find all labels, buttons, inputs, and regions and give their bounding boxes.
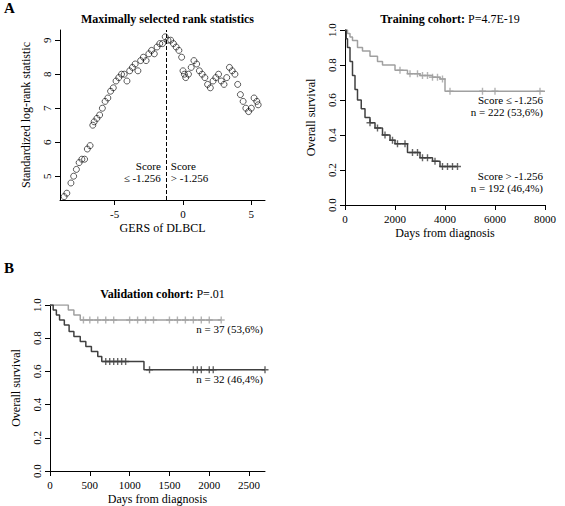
svg-text:0.2: 0.2 xyxy=(326,163,338,177)
svg-text:0.6: 0.6 xyxy=(326,93,338,107)
svg-text:8000: 8000 xyxy=(534,213,557,225)
svg-text:> -1.256: > -1.256 xyxy=(171,172,209,184)
svg-text:P=4.7E-19: P=4.7E-19 xyxy=(465,12,520,26)
svg-text:Score ≤ -1.256: Score ≤ -1.256 xyxy=(478,94,543,106)
svg-text:4000: 4000 xyxy=(434,213,457,225)
svg-text:0: 0 xyxy=(180,208,186,220)
svg-text:n = 32 (46,4%): n = 32 (46,4%) xyxy=(196,373,263,386)
svg-text:5: 5 xyxy=(41,173,53,179)
svg-text:A: A xyxy=(4,0,15,16)
svg-text:1.0: 1.0 xyxy=(31,298,43,312)
svg-text:Days from diagnosis: Days from diagnosis xyxy=(108,492,208,506)
svg-text:2500: 2500 xyxy=(238,479,261,491)
svg-text:1000: 1000 xyxy=(119,479,142,491)
svg-text:0.2: 0.2 xyxy=(31,431,43,445)
svg-text:Score > -1.256: Score > -1.256 xyxy=(478,170,544,182)
svg-text:0: 0 xyxy=(342,213,348,225)
svg-text:0.8: 0.8 xyxy=(31,331,43,345)
svg-text:0.4: 0.4 xyxy=(326,128,338,142)
svg-text:Overall survival: Overall survival xyxy=(9,349,23,427)
svg-text:B: B xyxy=(4,260,14,276)
svg-text:n = 192 (46,4%): n = 192 (46,4%) xyxy=(471,182,544,195)
svg-text:1.0: 1.0 xyxy=(326,23,338,37)
svg-text:Maximally selected rank statis: Maximally selected rank statistics xyxy=(81,12,254,26)
svg-text:0: 0 xyxy=(47,479,53,491)
svg-text:0.4: 0.4 xyxy=(31,397,43,411)
svg-text:6: 6 xyxy=(41,139,53,145)
svg-text:Training cohort:: Training cohort: xyxy=(380,12,465,26)
svg-text:≤ -1.256: ≤ -1.256 xyxy=(124,172,162,184)
svg-text:GERS of DLBCL: GERS of DLBCL xyxy=(119,221,205,235)
svg-text:Standardized log-rank statisti: Standardized log-rank statistic xyxy=(19,42,33,188)
svg-text:0.0: 0.0 xyxy=(326,198,338,212)
svg-text:Score: Score xyxy=(136,160,161,172)
svg-text:5: 5 xyxy=(249,208,255,220)
svg-text:Overall survival: Overall survival xyxy=(304,78,318,156)
svg-text:6000: 6000 xyxy=(484,213,507,225)
svg-text:n = 37 (53,6%): n = 37 (53,6%) xyxy=(196,323,263,336)
svg-text:8: 8 xyxy=(41,71,53,77)
svg-text:2000: 2000 xyxy=(198,479,221,491)
svg-text:0.8: 0.8 xyxy=(326,58,338,72)
svg-text:Validation cohort:: Validation cohort: xyxy=(100,287,193,301)
svg-text:P=.01: P=.01 xyxy=(193,287,224,301)
svg-text:500: 500 xyxy=(82,479,99,491)
svg-text:2000: 2000 xyxy=(384,213,407,225)
svg-text:0.0: 0.0 xyxy=(31,464,43,478)
svg-text:Days from diagnosis: Days from diagnosis xyxy=(395,226,495,240)
svg-text:0.6: 0.6 xyxy=(31,364,43,378)
svg-text:n = 222 (53,6%): n = 222 (53,6%) xyxy=(471,106,544,119)
svg-text:-5: -5 xyxy=(110,208,120,220)
svg-text:9: 9 xyxy=(41,37,53,43)
svg-text:1500: 1500 xyxy=(158,479,181,491)
svg-text:Score: Score xyxy=(171,160,196,172)
svg-text:7: 7 xyxy=(41,105,53,111)
